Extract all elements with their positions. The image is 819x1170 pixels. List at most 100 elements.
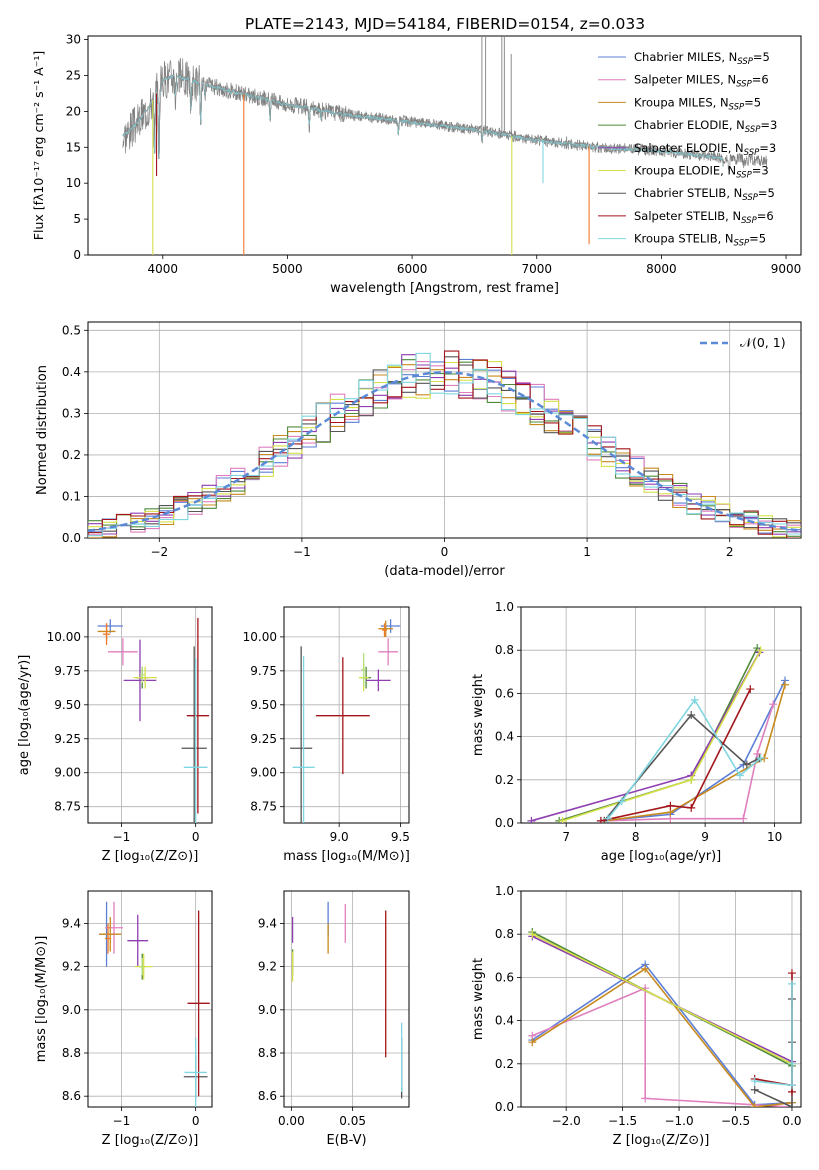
- spectrum-ylabel: Flux [fλ10⁻¹⁷ erg cm⁻² s⁻¹ A⁻¹]: [31, 51, 46, 240]
- legend-item: Chabrier MILES, NSSP=5: [598, 50, 770, 67]
- legend-label: Kroupa MILES, NSSP=5: [634, 95, 761, 112]
- age_vs_mass-axes: 9.0 9.5 8.75 9.00 9.25 9.50 9.75 10.00 mass [log…: [243, 606, 410, 864]
- weight-point-marker: [735, 771, 744, 780]
- age_vs_mass-ytick-label: 9.75: [250, 664, 277, 678]
- massweight_vs_Z-xlabel: Z [log₁₀(Z/Z⊙)]: [613, 1133, 710, 1148]
- legend-label-text: Salpeter MILES, N: [634, 73, 736, 87]
- massweight_vs_age-xtick-label: 10: [767, 830, 782, 844]
- age_vs_Z-xtick-label: 0: [192, 830, 200, 844]
- weight-point-marker: [558, 816, 567, 823]
- age_vs_Z-frame: [87, 606, 213, 824]
- weight-point-marker: [750, 1077, 759, 1086]
- legend-label: Chabrier STELIB, NSSP=5: [634, 186, 775, 203]
- massweight_vs_age-xtick-label: 7: [562, 830, 570, 844]
- legend-label: Salpeter MILES, NSSP=6: [634, 73, 769, 90]
- age_vs_Z-ylabel: age [log₁₀(age/yr)]: [17, 655, 32, 776]
- spectrum-ytick-label: 30: [66, 33, 81, 47]
- age_vs_Z-xtick-label: −1: [113, 830, 131, 844]
- massweight_vs_age-ytick-label: 0.6: [495, 686, 514, 700]
- legend-label-suffix: =5: [758, 186, 775, 200]
- age_vs_mass-xtick-label: 9.0: [330, 830, 349, 844]
- spectrum-axes: 4000 5000 6000 7000 8000 9000 0 5 10 15 20 25 30 wave…: [31, 33, 802, 296]
- massweight_vs_age-ytick-label: 0.4: [495, 730, 514, 744]
- massweight_vs_age-ytick-label: 0.2: [495, 773, 514, 787]
- weight-point-marker: [690, 695, 699, 704]
- residuals-xtick-label: 2: [726, 545, 734, 559]
- weight-point-marker: [787, 1059, 796, 1068]
- legend-label: Chabrier ELODIE, NSSP=3: [634, 118, 777, 135]
- spectrum-xtick-label: 8000: [646, 262, 677, 276]
- residuals-xtick-label: −1: [293, 545, 311, 559]
- legend-label-sub: SSP: [742, 193, 758, 203]
- age_vs_Z-plot-area: [97, 617, 210, 823]
- massweight_vs_Z-frame: [520, 890, 802, 1108]
- age_vs_mass-ytick-label: 8.75: [250, 800, 277, 814]
- weight-point-marker: [750, 1085, 759, 1094]
- age_vs_mass-ytick-label: 9.00: [250, 766, 277, 780]
- weight-point-marker: [641, 964, 650, 973]
- mass_vs_Z-xtick-label: 0: [192, 1114, 200, 1128]
- massweight_vs_Z-ytick-label: 0.0: [495, 1100, 514, 1114]
- spectrum-frame: [87, 35, 802, 256]
- massweight_vs_age-xlabel: age [log₁₀(age/yr)]: [601, 849, 722, 864]
- age_vs_mass-ytick-label: 10.00: [243, 630, 277, 644]
- residuals-xlabel: (data-model)/error: [384, 564, 505, 579]
- massweight_vs_Z-xtick-label: −0.5: [721, 1114, 750, 1128]
- legend-label-text: Chabrier STELIB, N: [634, 186, 742, 200]
- massweight_vs_age-xtick-label: 9: [701, 830, 709, 844]
- mass_vs_Z-ytick-label: 8.6: [62, 1089, 81, 1103]
- weight-point-marker: [687, 803, 696, 812]
- legend-label-suffix: =3: [759, 141, 776, 155]
- spectrum-xtick-label: 4000: [148, 262, 179, 276]
- residuals-ytick-label: 0.0: [62, 531, 81, 545]
- age_vs_mass-xlabel: mass [log₁₀(M/M⊙)]: [283, 849, 410, 864]
- normal-curve: [88, 371, 801, 532]
- massweight_vs_Z-ylabel: mass weight: [471, 958, 486, 1040]
- legend-item: Kroupa ELODIE, NSSP=3: [598, 164, 769, 181]
- weight-point-marker: [687, 711, 696, 719]
- residual-legend: 𝒩(0, 1): [700, 335, 786, 350]
- spectrum-ytick-label: 20: [66, 104, 81, 118]
- legend-item: Salpeter MILES, NSSP=6: [598, 73, 769, 90]
- weight-line: [600, 688, 752, 822]
- age_vs_mass-ytick-label: 9.50: [250, 698, 277, 712]
- spectrum-ytick-label: 10: [66, 176, 81, 190]
- weight-point-marker: [769, 700, 778, 709]
- spectrum-xtick-label: 5000: [272, 262, 303, 276]
- mass_vs_Z-ylabel: mass [log₁₀(M/M⊙)]: [34, 936, 49, 1063]
- age_vs_mass-frame: [283, 606, 410, 824]
- legend-label-text: Chabrier ELODIE, N: [634, 118, 745, 132]
- massweight_vs_Z-xtick-label: −2.0: [552, 1114, 581, 1128]
- weight-point-marker: [787, 1103, 796, 1107]
- mass_vs_Z-ytick-label: 9.2: [62, 960, 81, 974]
- mass_vs_Z-xtick-label: −1: [113, 1114, 131, 1128]
- legend-label-sub: SSP: [745, 125, 761, 135]
- legend-label: Salpeter STELIB, NSSP=6: [634, 209, 774, 226]
- legend-label-suffix: =6: [752, 73, 769, 87]
- weight-point-marker: [781, 680, 790, 689]
- mass_vs_Z-plot-area: [99, 901, 210, 1107]
- legend-label: Chabrier MILES, NSSP=5: [634, 50, 770, 67]
- weight-point-marker: [666, 801, 675, 810]
- weight-point-marker: [746, 685, 755, 694]
- legend-item: Chabrier ELODIE, NSSP=3: [598, 118, 777, 135]
- weight-point-marker: [787, 969, 796, 978]
- spectrum-plot-area: [122, 36, 768, 255]
- massweight_vs_Z-ytick-label: 0.8: [495, 927, 514, 941]
- massweight_vs_Z-xtick-label: −1.5: [608, 1114, 637, 1128]
- legend-label-text: Kroupa MILES, N: [634, 95, 729, 109]
- age_vs_mass-xtick-label: 9.5: [391, 830, 410, 844]
- mass_vs_Z-xlabel: Z [log₁₀(Z/Z⊙)]: [102, 1133, 199, 1148]
- weight-line: [754, 983, 793, 1087]
- legend-label-text: Chabrier MILES, N: [634, 50, 737, 64]
- legend-label-text: Kroupa ELODIE, N: [634, 164, 736, 178]
- age_vs_mass-plot-area: [290, 619, 401, 823]
- spectrum-model-line: [122, 74, 724, 167]
- weight-point-marker: [739, 814, 748, 823]
- residual-histogram: [88, 350, 801, 538]
- massweight_vs_Z-ytick-label: 0.6: [495, 970, 514, 984]
- age_vs_Z-ytick-label: 9.75: [54, 664, 81, 678]
- legend-label-sub: SSP: [729, 102, 745, 112]
- weight-point-marker: [787, 1081, 796, 1090]
- massweight_vs_age-xtick-label: 8: [632, 830, 640, 844]
